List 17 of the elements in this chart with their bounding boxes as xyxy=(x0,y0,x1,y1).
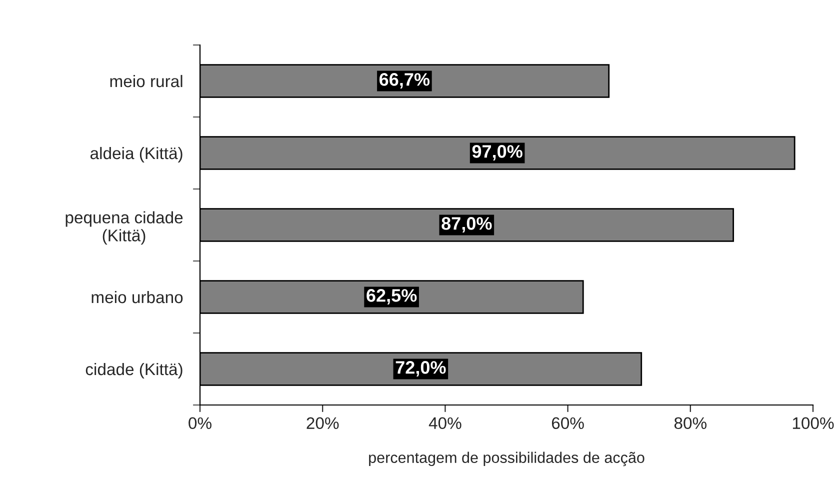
x-tick-label: 80% xyxy=(674,417,706,430)
data-label: 72,0% xyxy=(396,361,446,376)
x-tick-label: 100% xyxy=(792,417,834,430)
data-label: 87,0% xyxy=(442,217,492,232)
data-label: 97,0% xyxy=(472,145,522,160)
y-tick-label: pequena cidade (Kittä) xyxy=(66,211,183,245)
y-tick-label: meio urbano xyxy=(92,290,183,304)
y-tick-label: aldeia (Kittä) xyxy=(90,146,182,162)
x-tick-label: 0% xyxy=(188,417,212,430)
x-tick-label: 20% xyxy=(306,417,339,430)
data-label: 66,7% xyxy=(380,73,430,88)
x-axis-title: percentagem de possibilidades de acção xyxy=(369,452,644,466)
data-label: 62,5% xyxy=(366,289,417,304)
x-tick-label: 60% xyxy=(552,417,584,430)
y-tick-label: meio rural xyxy=(110,74,182,88)
x-tick-label: 40% xyxy=(428,417,462,430)
y-tick-label: cidade (Kittä) xyxy=(86,362,182,378)
